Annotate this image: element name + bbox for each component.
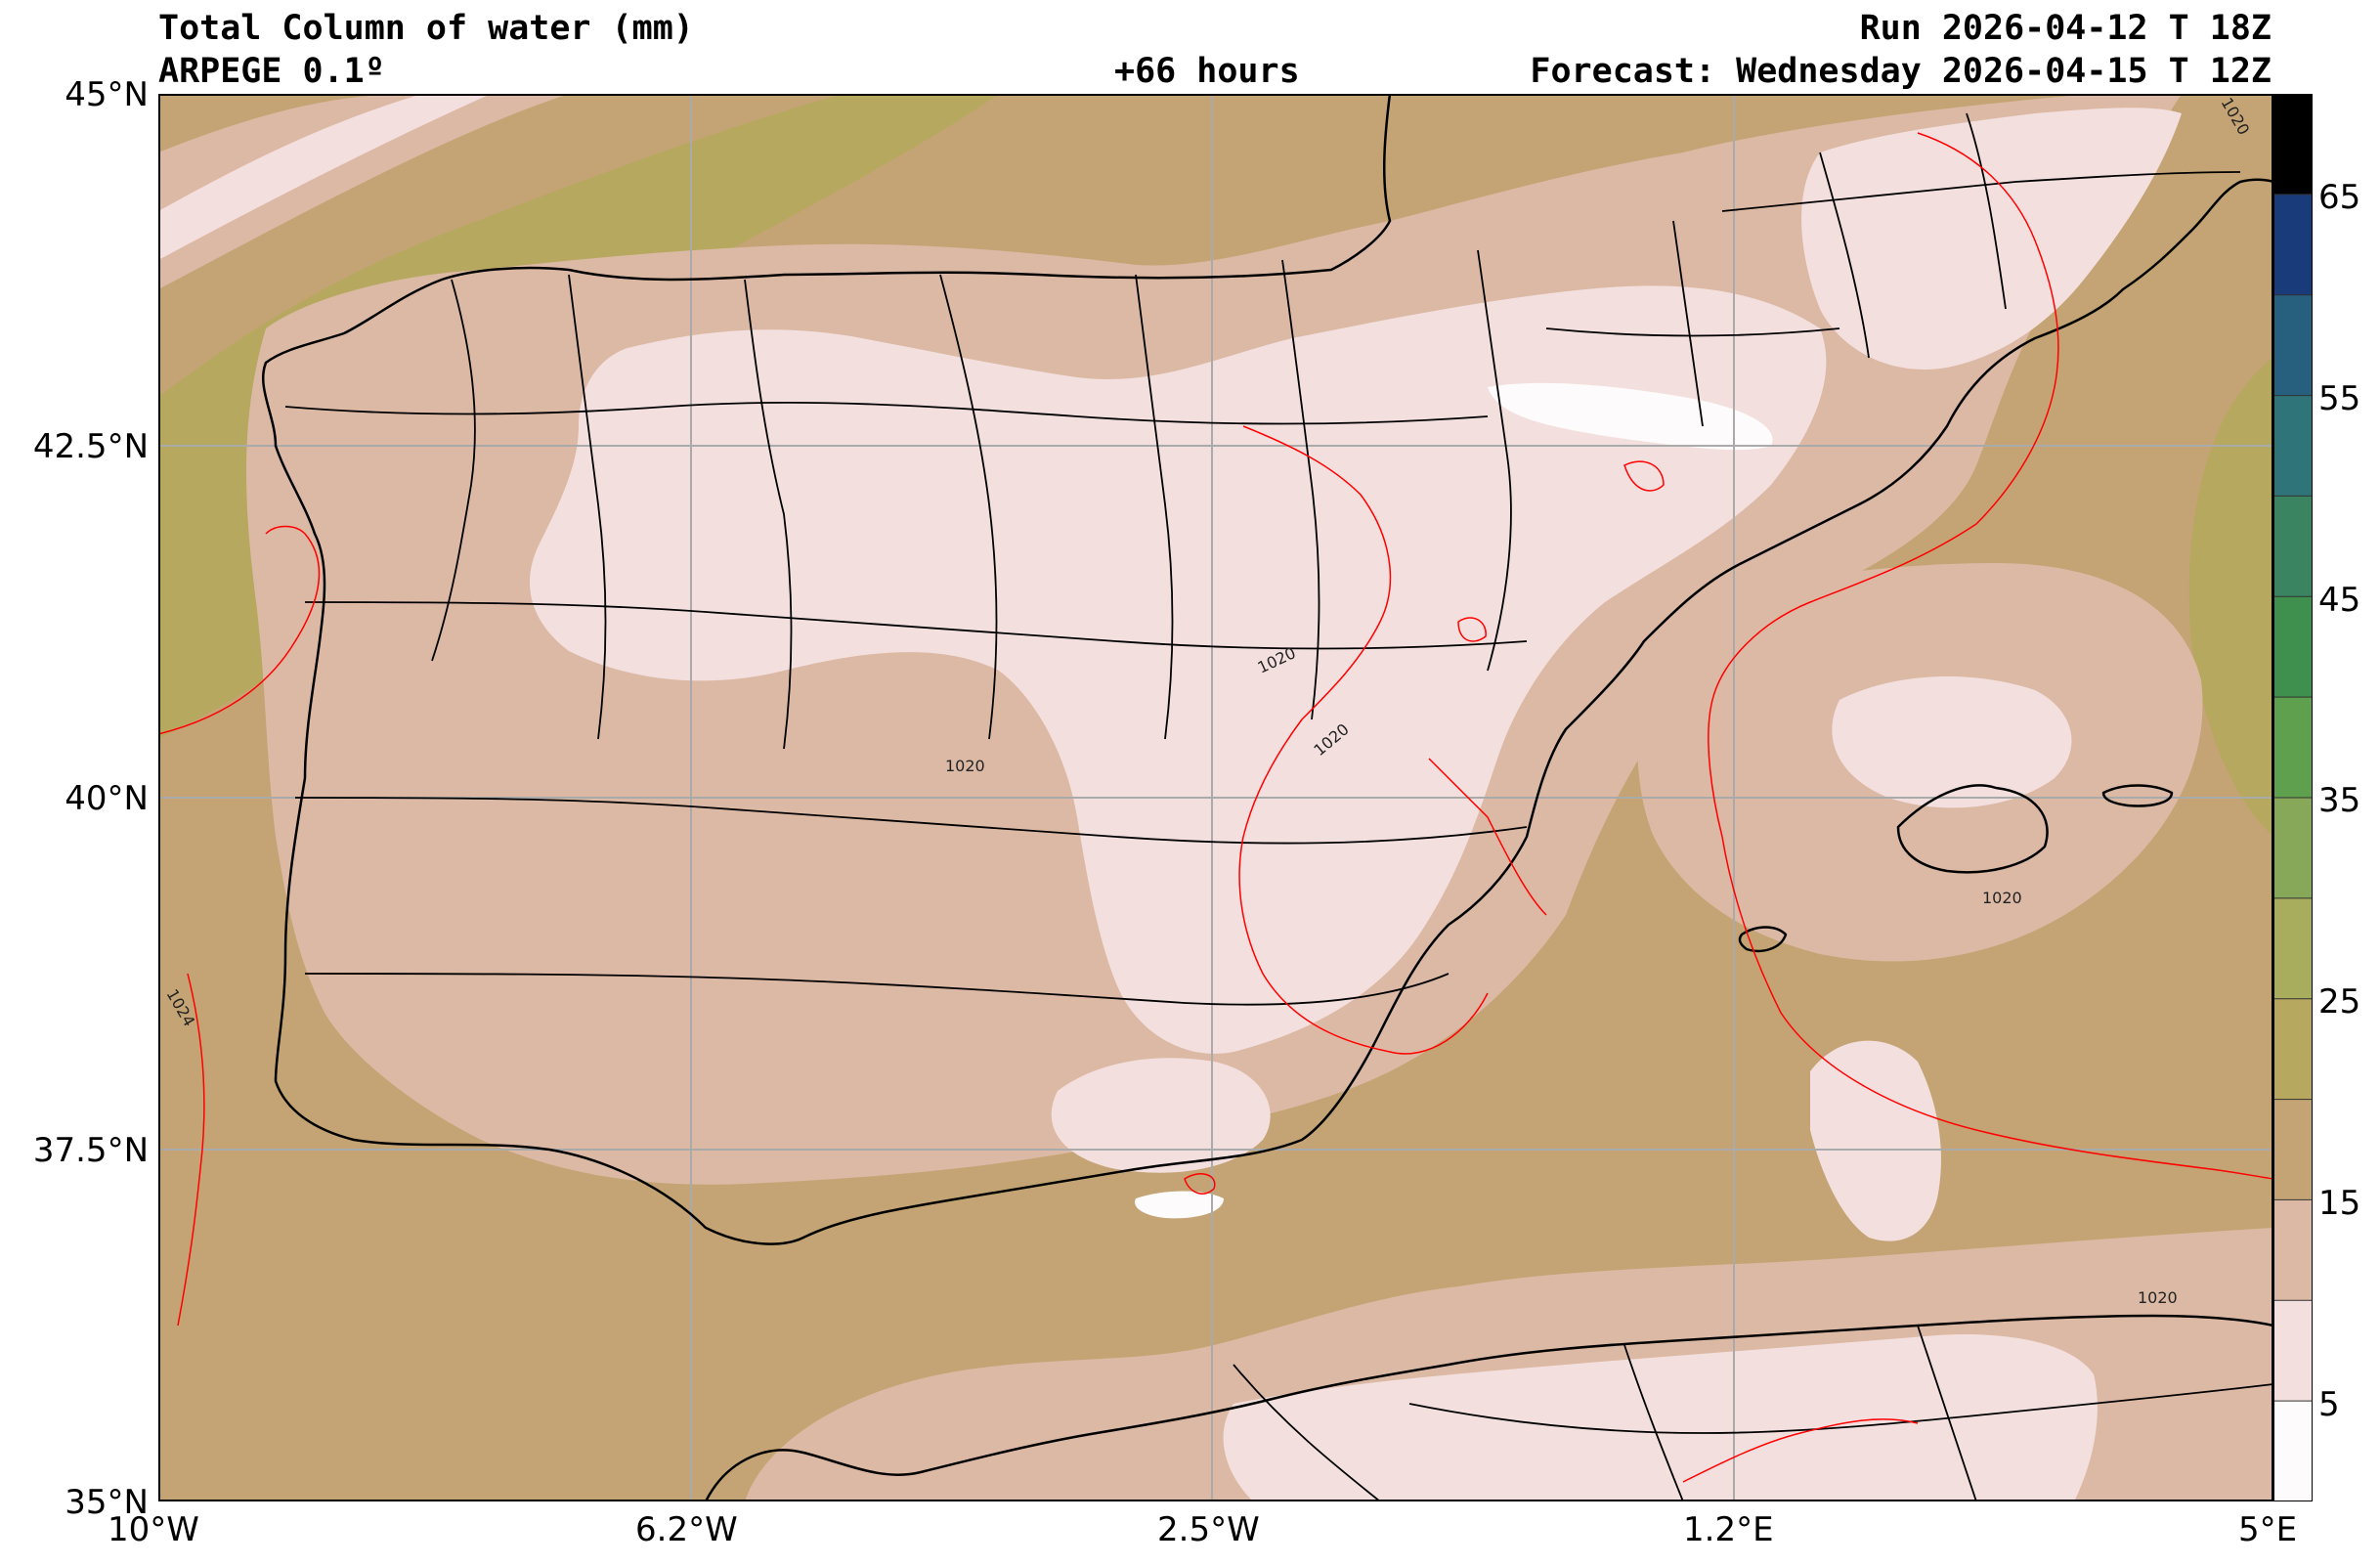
isobar-label: 1020 [1982, 889, 2022, 907]
isobar-label: 1020 [2138, 1288, 2178, 1307]
colorbar-frame [2273, 94, 2313, 1501]
colorbar-bin [2273, 1300, 2313, 1402]
lat-tick-label: 42.5°N [32, 427, 149, 466]
run-label: Run 2026-04-12 T 18Z [1859, 9, 2272, 48]
lat-tick-label: 37.5°N [32, 1131, 149, 1170]
colorbar-tick-label: 35 [2318, 781, 2361, 820]
colorbar-bin [2273, 897, 2313, 999]
lon-tick-label: 10°W [108, 1510, 199, 1549]
tcw-dry-sea-streak [1810, 1040, 1941, 1241]
colorbar-bin [2273, 697, 2313, 798]
lon-tick-label: 2.5°W [1157, 1510, 1260, 1549]
lon-tick-label: 5°E [2238, 1510, 2298, 1549]
coastlines [261, 94, 2273, 1501]
tcw-dry-northeast [1801, 108, 2182, 370]
colorbar-bin [2273, 1199, 2313, 1301]
tcw-very-dry-south [1135, 1191, 1224, 1219]
colorbar-bin [2273, 596, 2313, 698]
tcw-dry-mallorca [1832, 676, 2072, 808]
isobar-label: 1020 [945, 757, 985, 775]
coastline-ibiza [1738, 926, 1788, 953]
tcw-very-dry-ebro [1488, 382, 1773, 451]
tcw-dry-streak-nw-core [158, 94, 491, 260]
tcw-moist-band-med [2188, 358, 2273, 837]
colorbar-tick-label: 25 [2318, 982, 2361, 1022]
map-frame [158, 94, 2273, 1501]
colorbar-bin [2273, 798, 2313, 898]
colorbar-bin [2273, 496, 2313, 597]
colorbar-bin [2273, 194, 2313, 295]
tcw-dry-africa [1223, 1334, 2098, 1501]
lat-tick-label: 40°N [65, 779, 149, 818]
colorbar-tick-label: 15 [2318, 1184, 2361, 1223]
isobars [158, 132, 2273, 1483]
colorbar-bin [2273, 1401, 2313, 1501]
coastline-mallorca [1896, 784, 2049, 874]
colorbar-bin [2273, 998, 2313, 1100]
tcw-dry-interior [530, 285, 1827, 1054]
colorbar-tick-label: 5 [2318, 1385, 2340, 1424]
colorbar-bin [2273, 294, 2313, 396]
tcw-dry-southeast-land [1051, 1058, 1271, 1173]
map-panel: 1020 1020 1020 1020 1020 1024 1020 [158, 94, 2273, 1501]
lead-time-label: +66 hours [1114, 52, 1300, 91]
lon-tick-label: 6.2°W [635, 1510, 738, 1549]
colorbar-tick-label: 65 [2318, 178, 2361, 217]
colorbar-tick-label: 55 [2318, 379, 2361, 418]
colorbar [2273, 94, 2313, 1501]
colorbar-bin [2273, 1099, 2313, 1200]
coastline-menorca [2101, 784, 2174, 807]
model-label: ARPEGE 0.1º [158, 52, 385, 91]
colorbar-bin [2273, 94, 2313, 195]
colorbar-tick-label: 45 [2318, 581, 2361, 620]
lat-tick-label: 45°N [65, 75, 149, 114]
lon-tick-label: 1.2°E [1683, 1510, 1774, 1549]
lat-tick-label: 35°N [65, 1483, 149, 1522]
tcw-dry-streak-nw [158, 94, 569, 289]
coastline-north-africa [704, 1314, 2273, 1501]
coastline-iberia [261, 94, 2273, 1245]
map-graticule [158, 94, 2273, 1501]
colorbar-bin [2273, 395, 2313, 497]
forecast-valid-label: Forecast: Wednesday 2026-04-15 T 12Z [1530, 52, 2272, 91]
map-title: Total Column of water (mm) [158, 9, 694, 48]
admin-borders [284, 112, 2273, 1501]
